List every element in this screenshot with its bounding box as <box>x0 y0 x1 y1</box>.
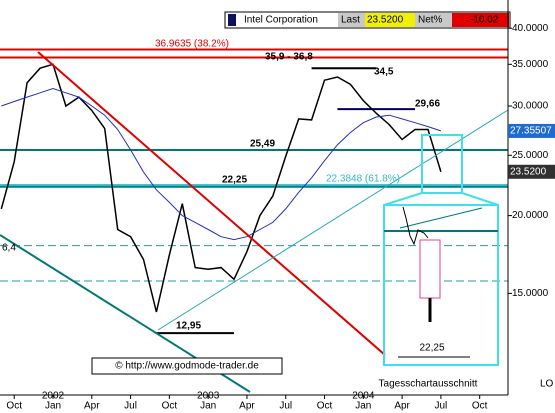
inset-frame <box>383 204 499 366</box>
y-tick-label: 40.0000 <box>512 23 549 34</box>
inset-candles <box>402 206 429 246</box>
header-cell <box>338 13 365 27</box>
copyright-frame <box>91 357 283 375</box>
x-tick-label: Jan <box>355 401 371 412</box>
level-label: 35,9 - 36,8 <box>265 52 313 63</box>
x-tick-label: Apr <box>394 401 410 412</box>
x-tick-label: Oct <box>6 401 22 412</box>
inset: 22,25 Tagesschartausschnitt <box>379 134 499 390</box>
header-cell <box>415 13 452 27</box>
level-label: 12,95 <box>176 321 201 332</box>
x-tick-label: Oct <box>162 401 178 412</box>
x-year-label: 2003 <box>197 391 220 402</box>
x-year-label: 2004 <box>352 391 375 402</box>
level-label: 34,5 <box>374 67 394 78</box>
corner-label: LO <box>540 379 554 390</box>
overlay: 40.0000 35.0000 30.0000 25.0000 20.0000 15.00… <box>6 23 555 412</box>
header-net: -10.02 <box>470 15 499 26</box>
inset-candle <box>419 239 441 299</box>
last-value-label: 27.35507 <box>510 126 552 137</box>
header-last: 23.5200 <box>367 15 404 26</box>
inset-caption: Tagesschartausschnitt <box>379 379 478 390</box>
y-tick-label: 25.0000 <box>512 150 549 161</box>
x-tick-label: Oct <box>472 401 488 412</box>
inset-source <box>421 134 463 194</box>
level-label: 22,25 <box>222 175 247 186</box>
header-cell <box>452 13 509 27</box>
last-value-label: 23.5200 <box>510 166 547 177</box>
x-year-label: 2002 <box>42 391 65 402</box>
x-tick-label: Jan <box>45 401 61 412</box>
level-label: 22.3848 (61.8%) <box>326 174 400 185</box>
x-tick-label: Jul <box>279 401 292 412</box>
x-tick-label: Jul <box>124 401 137 412</box>
level-label: 36.9635 (38.2%) <box>155 39 229 50</box>
copyright-box: © http://www.godmode-trader.de <box>91 357 283 375</box>
header-swatch <box>228 14 236 26</box>
price-line <box>0 63 442 313</box>
y-tick-label: 30.0000 <box>512 101 549 112</box>
level-label: 25,49 <box>250 139 275 150</box>
header-net-caption: Net% <box>418 15 443 26</box>
y-tick-label: 35.0000 <box>512 59 549 70</box>
inset-trend <box>399 207 483 229</box>
inset-connector <box>461 192 499 206</box>
level-label: 29,66 <box>415 99 440 110</box>
inset-connector <box>383 192 423 206</box>
header-cell <box>365 13 415 27</box>
average-line <box>1 87 442 241</box>
y-tick-label: 15.0000 <box>512 288 549 299</box>
last-value-box <box>508 123 555 138</box>
last-value-box <box>508 164 555 179</box>
trend-line <box>37 51 386 356</box>
y-tick-label: 20.0000 <box>512 210 549 221</box>
copyright: © http://www.godmode-trader.de <box>115 361 259 372</box>
trend-line <box>157 109 509 331</box>
x-tick-label: Jan <box>200 401 216 412</box>
header-name: Intel Corporation <box>244 15 318 26</box>
x-tick-label: Apr <box>84 401 100 412</box>
x-tick-label: Apr <box>239 401 255 412</box>
header-last-caption: Last <box>341 15 360 26</box>
x-tick-label: Oct <box>317 401 333 412</box>
header: Intel Corporation Last 23.5200 Net% -10.… <box>224 11 511 29</box>
level-note: 6,4 <box>2 243 16 254</box>
inset-label: 22,25 <box>419 343 444 354</box>
x-tick-label: Jul <box>435 401 448 412</box>
